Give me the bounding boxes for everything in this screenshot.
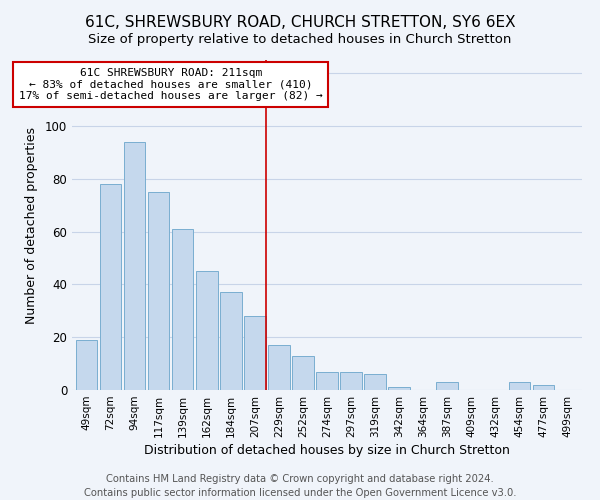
Bar — [436, 382, 458, 390]
Bar — [76, 340, 97, 390]
Bar — [509, 382, 530, 390]
X-axis label: Distribution of detached houses by size in Church Stretton: Distribution of detached houses by size … — [144, 444, 510, 457]
Bar — [100, 184, 121, 390]
Bar — [364, 374, 386, 390]
Text: Contains HM Land Registry data © Crown copyright and database right 2024.
Contai: Contains HM Land Registry data © Crown c… — [84, 474, 516, 498]
Bar — [148, 192, 169, 390]
Bar — [124, 142, 145, 390]
Bar — [196, 271, 218, 390]
Text: 61C SHREWSBURY ROAD: 211sqm
← 83% of detached houses are smaller (410)
17% of se: 61C SHREWSBURY ROAD: 211sqm ← 83% of det… — [19, 68, 323, 101]
Text: Size of property relative to detached houses in Church Stretton: Size of property relative to detached ho… — [88, 32, 512, 46]
Bar — [533, 384, 554, 390]
Bar — [172, 229, 193, 390]
Bar — [388, 388, 410, 390]
Bar — [220, 292, 242, 390]
Bar — [292, 356, 314, 390]
Bar — [316, 372, 338, 390]
Bar — [268, 345, 290, 390]
Bar — [244, 316, 266, 390]
Text: 61C, SHREWSBURY ROAD, CHURCH STRETTON, SY6 6EX: 61C, SHREWSBURY ROAD, CHURCH STRETTON, S… — [85, 15, 515, 30]
Y-axis label: Number of detached properties: Number of detached properties — [25, 126, 38, 324]
Bar — [340, 372, 362, 390]
